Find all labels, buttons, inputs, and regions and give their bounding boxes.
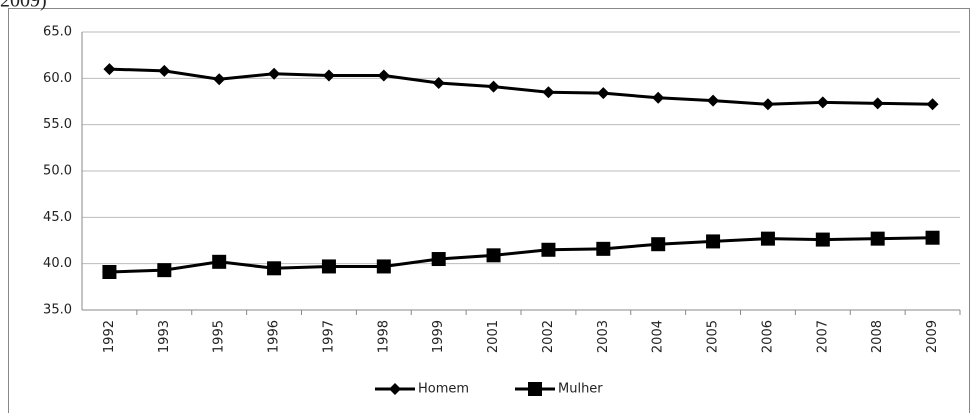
marker [542,86,555,99]
x-tick-label: 1998 [376,320,391,353]
x-tick-label: 2009 [925,320,940,353]
x-tick-label: 2007 [815,320,830,353]
x-tick-label: 2004 [651,320,666,353]
marker [487,80,500,93]
marker [761,98,774,111]
marker [376,259,391,274]
x-tick-label: 2008 [870,320,885,353]
marker [102,265,117,280]
marker [870,231,885,246]
x-tick-label: 1993 [157,320,172,353]
marker [431,252,446,267]
x-tick-label: 1997 [321,320,336,353]
marker [321,259,336,274]
y-tick-label: 50.0 [43,164,72,179]
marker [707,94,720,107]
marker [926,98,939,111]
marker [267,261,282,276]
marker [212,254,227,269]
marker [596,241,611,256]
marker [925,230,940,245]
chart-border [8,8,970,413]
marker [871,97,884,110]
x-tick-label: 2001 [486,320,501,353]
x-tick-label: 1999 [431,320,446,353]
y-tick-label: 35.0 [43,303,72,318]
marker [377,69,390,82]
legend-label: Mulher [558,382,603,397]
marker [541,242,556,257]
marker [651,237,666,252]
marker [103,63,116,76]
marker [322,69,335,82]
marker [268,67,281,80]
marker [815,232,830,247]
marker [816,96,829,109]
y-tick-label: 55.0 [43,117,72,132]
x-tick-label: 2003 [596,320,611,353]
marker [597,87,610,100]
y-tick-label: 40.0 [43,256,72,271]
marker [706,234,721,249]
y-tick-label: 65.0 [43,25,72,40]
marker [486,248,501,263]
marker [158,64,171,77]
x-tick-label: 2006 [760,320,775,353]
x-tick-label: 1996 [267,320,282,353]
y-tick-label: 60.0 [43,71,72,86]
chart-title: 2009) [0,0,47,12]
x-tick-label: 2002 [541,320,556,353]
series-line [109,236,933,274]
x-tick-label: 2005 [706,320,721,353]
x-tick-label: 1995 [212,320,227,353]
y-tick-label: 45.0 [43,210,72,225]
marker [432,76,445,89]
legend-marker [528,382,542,396]
series-line [109,67,933,106]
legend-marker [389,383,401,395]
legend-label: Homem [418,382,469,397]
marker [213,73,226,86]
marker [157,263,172,278]
x-tick-label: 1992 [102,320,117,353]
marker [760,231,775,246]
marker [652,91,665,104]
